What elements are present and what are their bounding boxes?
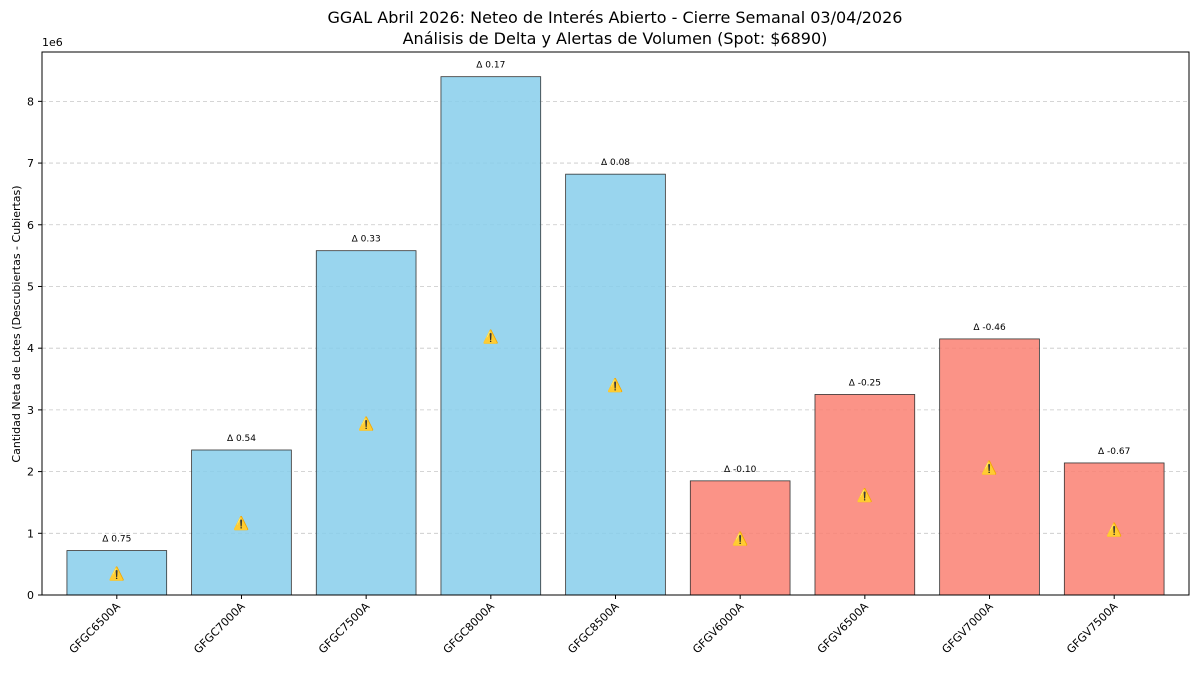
bar-gfgv6500a: [814, 394, 916, 596]
alert-icon: ⚠️: [1106, 522, 1122, 538]
delta-label: Δ 0.75: [102, 535, 131, 545]
delta-label: Δ -0.67: [1098, 447, 1130, 457]
alert-icon: ⚠️: [981, 460, 997, 476]
x-tick-label: GFGV6000A: [690, 600, 746, 656]
y-tick-label: 5: [27, 280, 34, 293]
x-tick-label: GFGV7000A: [939, 600, 995, 656]
y-scale-label: 1e6: [42, 36, 63, 49]
y-tick-label: 1: [27, 527, 34, 540]
x-tick-label: GFGC6500A: [67, 600, 124, 657]
alert-icon: ⚠️: [358, 416, 374, 432]
alert-icon: ⚠️: [732, 531, 748, 547]
bar-gfgc8500a: [565, 173, 666, 596]
delta-label: Δ -0.10: [724, 465, 757, 475]
x-tick-label: GFGV6500A: [815, 600, 871, 656]
y-tick-label: 6: [27, 219, 34, 232]
bar-gfgc8000a: [440, 76, 542, 596]
alert-icon: ⚠️: [607, 378, 623, 394]
y-tick-label: 7: [27, 157, 34, 170]
bar-labels: Δ 0.75 ⚠️ Δ 0.54 ⚠️ Δ 0.33 ⚠️ Δ 0.17 ⚠️ Δ 0.08 ⚠️…: [102, 61, 1130, 582]
bar-gfgc7500a: [315, 250, 417, 596]
delta-label: Δ 0.54: [227, 434, 256, 444]
y-tick-label: 3: [27, 404, 34, 417]
y-tick-label: 8: [27, 95, 34, 108]
alert-icon: ⚠️: [233, 515, 249, 531]
bar-gfgv6000a: [689, 480, 791, 596]
delta-label: Δ 0.08: [601, 158, 630, 168]
x-tick-label: GFGC8000A: [441, 600, 498, 657]
delta-label: Δ -0.25: [849, 378, 881, 388]
bar-gfgv7000a: [939, 338, 1040, 596]
bars: [66, 76, 1165, 596]
y-tick-label: 0: [27, 589, 34, 602]
chart-subtitle: Análisis de Delta y Alertas de Volumen (…: [403, 29, 828, 48]
delta-label: Δ 0.17: [476, 61, 505, 71]
x-tick-label: GFGC7000A: [191, 600, 248, 657]
chart-title: GGAL Abril 2026: Neteo de Interés Abiert…: [328, 8, 903, 27]
y-tick-label: 2: [27, 466, 34, 479]
delta-label: Δ 0.33: [352, 235, 381, 245]
plot-frame: [41, 51, 1190, 596]
delta-label: Δ -0.46: [973, 323, 1006, 333]
bar-gfgv7500a: [1063, 462, 1165, 596]
x-tick-label: GFGV7500A: [1064, 600, 1120, 656]
x-tick-label: GFGC7500A: [316, 600, 373, 657]
bar-gfgc6500a: [66, 550, 168, 596]
y-tick-label: 4: [27, 342, 34, 355]
y-axis-label: Cantidad Neta de Lotes (Descubiertas - C…: [10, 185, 23, 462]
alert-icon: ⚠️: [857, 488, 873, 504]
x-tick-label: GFGC8500A: [565, 600, 622, 657]
alert-icon: ⚠️: [109, 566, 125, 582]
alert-icon: ⚠️: [483, 329, 499, 345]
